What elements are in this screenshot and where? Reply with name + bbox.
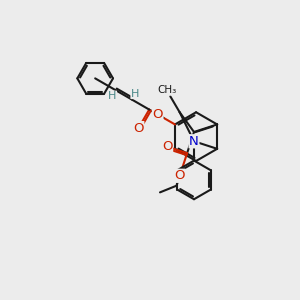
Text: H: H (108, 91, 116, 101)
Text: CH₃: CH₃ (157, 85, 176, 95)
Text: O: O (162, 140, 172, 153)
Text: O: O (152, 108, 163, 121)
Text: H: H (131, 88, 139, 99)
Text: O: O (133, 122, 144, 135)
Text: O: O (175, 169, 185, 182)
Text: N: N (189, 135, 199, 148)
